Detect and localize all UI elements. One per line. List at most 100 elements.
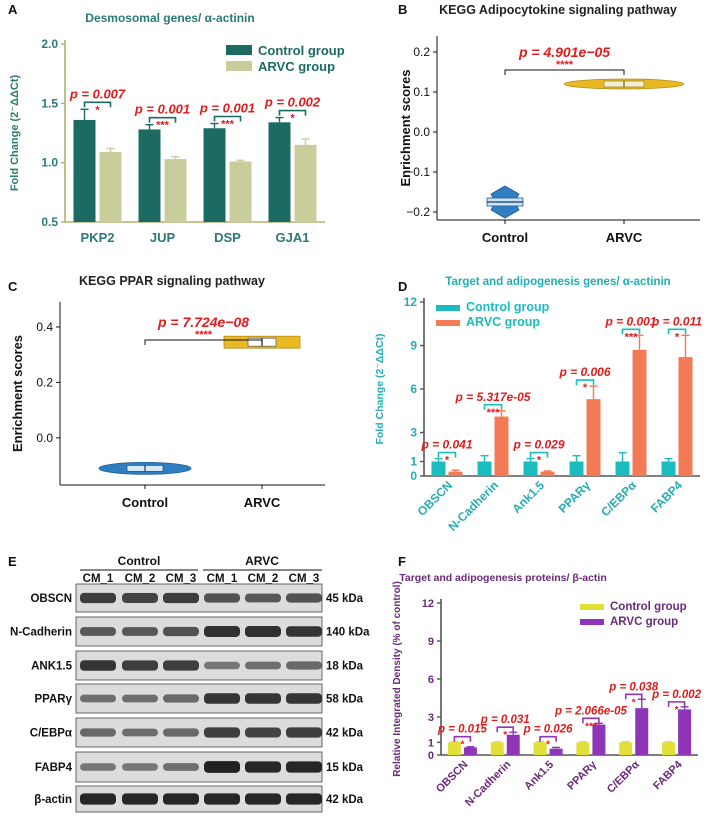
y-tick-label: 0.0 [413,125,430,139]
significance-bracket [278,109,307,116]
y-axis-label: Enrichment scores [10,335,25,452]
blot-band [204,693,240,704]
blot-band [122,763,158,771]
significance-stars: * [632,697,636,708]
bar-arvc [678,357,693,476]
bar-control [533,742,547,755]
bar-arvc [506,734,520,755]
x-tick-label: Ank1.5 [509,478,547,516]
blot-band [80,728,116,737]
y-tick-label: 6 [410,382,417,396]
blot-protein-label: OBSCN [30,593,72,605]
y-tick-label: 12 [404,295,418,309]
significance-stars: *** [221,119,235,131]
y-tick-label: −0.2 [406,205,430,219]
x-tick-label: ARVC [244,495,281,510]
p-value-label: p = 0.001 [199,101,255,116]
x-tick-label: OBSCN [415,478,456,519]
blot-protein-label: FABP4 [35,762,73,774]
blot-band [80,793,116,805]
p-value-label: p = 5.317e-05 [454,390,530,404]
panel-label: C [8,279,18,294]
bar-control [447,742,461,755]
blot-band [286,727,322,738]
significance-stars: * [675,331,680,343]
blot-band [80,694,116,703]
blot-band [163,592,199,604]
x-tick-label: OBSCN [434,759,471,796]
chart-title: Target and adipogenesis genes/ α-actinin [445,276,670,288]
lane-label: CM_1 [83,573,114,585]
blot-band [204,626,240,637]
bar-arvc [164,159,187,222]
p-value-label: p = 0.015 [437,724,488,736]
x-tick-label: C/EBPα [605,758,642,795]
p-value-label: p = 0.038 [608,681,659,693]
y-axis-label: Enrichment scores [398,69,413,186]
bar-arvc [99,151,122,222]
p-value-label: p = 4.901e−05 [518,44,610,60]
significance-bracket [213,115,242,122]
blot-band [204,593,240,603]
blot-size-label: 15 kDa [326,762,364,774]
y-tick-label: 3 [410,426,417,440]
blot-size-label: 42 kDa [326,728,364,740]
p-value-label: p = 7.724e−08 [157,314,249,330]
blot-band [286,626,322,637]
y-tick-label: 0.2 [413,45,430,59]
bar-control [576,742,590,755]
blot-band [286,693,322,704]
y-tick-label: 9 [410,339,417,353]
y-tick-label: 6 [428,674,434,686]
panel-label: E [8,554,17,569]
p-value-label: p = 0.001 [134,102,190,117]
blot-band [163,763,199,771]
significance-bracket [529,451,549,458]
significance-bracket [504,69,625,75]
significance-stars: * [460,740,464,751]
significance-stars: *** [156,120,170,132]
blot-band [122,793,158,805]
significance-bracket [575,379,595,386]
x-tick-label: N-Cadherin [445,478,501,534]
blot-band [122,660,158,671]
bar-control [203,128,226,222]
y-tick-label: 0.2 [36,375,53,389]
x-tick-label: N-Cadherin [463,758,514,809]
blot-protein-label: C/EBPα [30,728,72,740]
group-label-control: Control [118,554,161,568]
bar-arvc [294,144,317,222]
p-value-label: p = 0.041 [420,438,472,452]
lane-label: CM_2 [248,573,279,585]
blot-size-label: 58 kDa [326,694,364,706]
blot-band [245,761,281,773]
blot-band [245,693,281,704]
significance-bracket [624,693,643,700]
lane-label: CM_3 [166,573,197,585]
chart-title: Target and adipogenesis proteins/ β-acti… [399,572,607,584]
x-tick-label: JUP [150,230,176,245]
y-tick-label: 1.0 [41,156,58,170]
x-tick-label: PPARγ [556,478,594,516]
panel-label: A [8,2,18,17]
p-value-label: p = 0.029 [512,438,564,452]
significance-bracket [621,328,641,335]
blot-protein-label: PPARγ [35,694,73,706]
blot-band [245,661,281,670]
chart-title: KEGG Adipocytokine signaling pathway [439,3,677,17]
blot-band [245,626,281,637]
blot-band [80,763,116,771]
blot-band [245,793,281,805]
panel-b: B KEGG Adipocytokine signaling pathway Enr… [398,2,700,245]
chart-title: Desmosomal genes/ α-actinin [85,11,254,25]
panel-d: D Target and adipogenesis genes/ α-actini… [374,276,702,534]
y-axis-label: Fold Change (2⁻ΔΔCt) [374,333,386,444]
legend-swatch-arvc [226,61,252,71]
panel-label: F [398,554,406,569]
significance-stars: *** [487,407,501,419]
blot-band [204,727,240,738]
y-tick-label: 0.5 [41,215,58,229]
significance-bracket [496,726,515,733]
bar-control [662,742,676,755]
